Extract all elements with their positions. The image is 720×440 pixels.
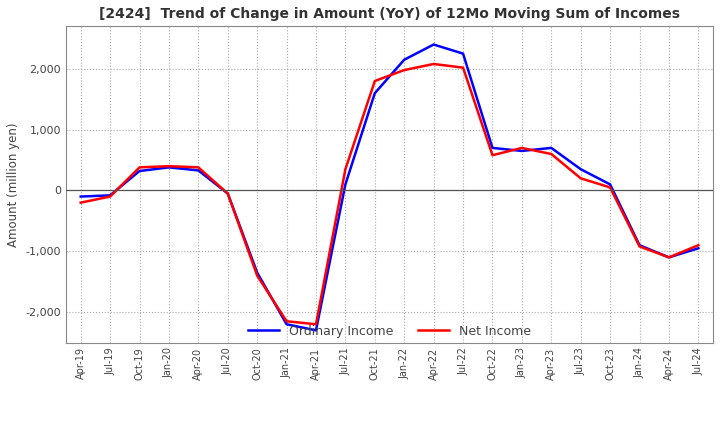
Line: Ordinary Income: Ordinary Income	[81, 44, 698, 330]
Net Income	[606, 185, 614, 190]
Ordinary Income	[635, 242, 644, 248]
Net Income	[282, 319, 291, 324]
Ordinary Income	[76, 194, 85, 199]
Net Income	[577, 176, 585, 181]
Title: [2424]  Trend of Change in Amount (YoY) of 12Mo Moving Sum of Incomes: [2424] Trend of Change in Amount (YoY) o…	[99, 7, 680, 21]
Ordinary Income	[106, 193, 114, 198]
Ordinary Income	[194, 168, 202, 173]
Legend: Ordinary Income, Net Income: Ordinary Income, Net Income	[243, 319, 536, 343]
Ordinary Income	[665, 255, 673, 260]
Ordinary Income	[223, 191, 232, 196]
Ordinary Income	[694, 246, 703, 251]
Net Income	[635, 244, 644, 249]
Net Income	[665, 255, 673, 260]
Ordinary Income	[488, 145, 497, 150]
Ordinary Income	[459, 51, 467, 56]
Net Income	[694, 242, 703, 248]
Ordinary Income	[371, 91, 379, 96]
Ordinary Income	[165, 165, 174, 170]
Net Income	[253, 273, 261, 278]
Net Income	[488, 153, 497, 158]
Net Income	[312, 322, 320, 327]
Line: Net Income: Net Income	[81, 64, 698, 324]
Net Income	[518, 145, 526, 150]
Net Income	[223, 191, 232, 196]
Net Income	[341, 167, 350, 172]
Ordinary Income	[606, 182, 614, 187]
Ordinary Income	[577, 167, 585, 172]
Net Income	[194, 165, 202, 170]
Ordinary Income	[341, 182, 350, 187]
Net Income	[76, 200, 85, 205]
Ordinary Income	[135, 169, 144, 174]
Net Income	[429, 61, 438, 66]
Ordinary Income	[429, 42, 438, 47]
Y-axis label: Amount (million yen): Amount (million yen)	[7, 122, 20, 247]
Ordinary Income	[518, 148, 526, 154]
Net Income	[547, 151, 556, 157]
Net Income	[400, 67, 408, 73]
Ordinary Income	[312, 328, 320, 333]
Ordinary Income	[253, 270, 261, 275]
Net Income	[165, 164, 174, 169]
Net Income	[106, 194, 114, 199]
Ordinary Income	[547, 145, 556, 150]
Ordinary Income	[400, 57, 408, 62]
Net Income	[459, 65, 467, 70]
Ordinary Income	[282, 322, 291, 327]
Net Income	[135, 165, 144, 170]
Net Income	[371, 78, 379, 84]
